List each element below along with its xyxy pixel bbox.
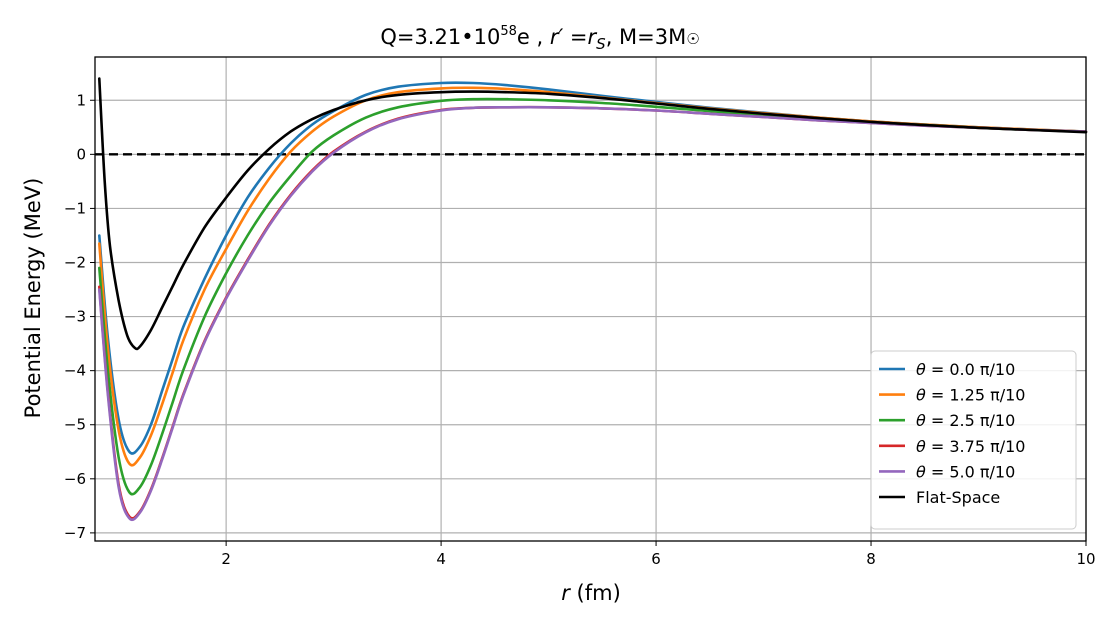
title-sun: ☉ <box>686 30 699 48</box>
y-tick-label: −4 <box>64 362 86 380</box>
legend-box <box>870 350 1077 530</box>
y-tick-label: −5 <box>64 416 86 434</box>
title-prime-mark: ′ <box>558 25 563 49</box>
x-axis-label-var: r <box>561 581 571 605</box>
x-tick-label: 10 <box>1076 550 1095 568</box>
title-r-prime: r <box>550 25 560 49</box>
title-eq: = <box>563 25 587 49</box>
plot-frame <box>94 56 1087 542</box>
legend-label: θ = 0.0 π/10 <box>916 360 1015 379</box>
y-tick-label: −7 <box>64 524 86 542</box>
legend-label: θ = 5.0 π/10 <box>916 462 1015 481</box>
title-lead: Q=3.21•10 <box>380 25 500 49</box>
x-tick-label: 8 <box>866 550 876 568</box>
title-exponent: 58 <box>500 24 517 39</box>
legend-label: θ = 2.5 π/10 <box>916 411 1015 430</box>
title-rs-sub: S <box>596 35 606 53</box>
axis-ticks: 2 4 6 8 10 −7 −6 −5 −4 −3 −2 −1 0 1 <box>64 91 1096 568</box>
y-tick-label: −1 <box>64 199 86 217</box>
y-tick-label: −2 <box>64 253 86 271</box>
y-tick-label: −3 <box>64 308 86 326</box>
series-line-5 <box>98 77 1088 351</box>
legend-label: θ = 3.75 π/10 <box>916 437 1025 456</box>
y-axis-label: Potential Energy (MeV) <box>21 178 45 419</box>
title-mass: , M=3M <box>606 25 687 49</box>
legend: θ = 0.0 π/10 θ = 1.25 π/10 θ = 2.5 π/10 θ =… <box>870 350 1077 530</box>
x-axis-label: r (fm) <box>561 581 621 605</box>
title-rs: r <box>588 25 598 49</box>
x-tick-label: 2 <box>221 550 231 568</box>
series-lines <box>98 77 1088 522</box>
x-tick-label: 6 <box>651 550 661 568</box>
legend-label: Flat-Space <box>916 488 1000 507</box>
chart-title: Q=3.21•1058e , r′ =rS, M=3M☉ <box>380 24 699 53</box>
y-tick-label: 1 <box>76 91 86 109</box>
y-tick-label: 0 <box>76 145 86 163</box>
legend-label: θ = 1.25 π/10 <box>916 386 1025 405</box>
y-tick-label: −6 <box>64 470 86 488</box>
x-axis-label-unit: (fm) <box>570 581 621 605</box>
series-line-4 <box>98 105 1088 522</box>
x-tick-label: 4 <box>436 550 446 568</box>
title-mid: e , <box>517 25 550 49</box>
